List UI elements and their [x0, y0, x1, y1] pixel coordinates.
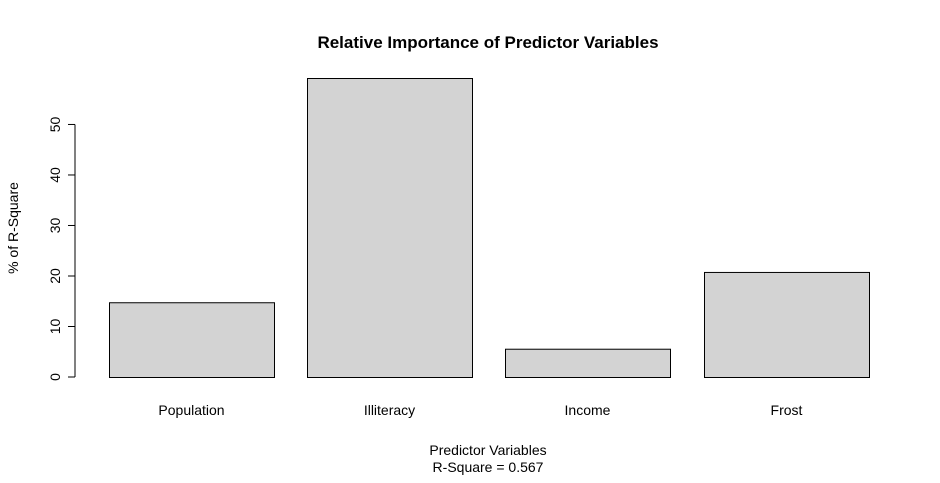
x-axis-label: Predictor Variables — [429, 442, 546, 458]
y-tick-label: 50 — [47, 116, 63, 132]
y-tick-label: 10 — [47, 318, 63, 334]
y-axis: 0 10 20 30 40 50 — [47, 116, 76, 381]
y-axis-label: % of R-Square — [5, 182, 21, 274]
x-tick-label-illiteracy: Illiteracy — [364, 402, 415, 418]
x-tick-label-frost: Frost — [771, 402, 803, 418]
y-tick-label: 30 — [47, 217, 63, 233]
bar-frost — [704, 271, 870, 379]
y-tick-label: 0 — [47, 373, 63, 381]
x-tick-label-income: Income — [565, 402, 611, 418]
bar-illiteracy — [307, 78, 473, 378]
bars-group — [109, 78, 870, 379]
x-tick-label-population: Population — [158, 402, 224, 418]
chart-title: Relative Importance of Predictor Variabl… — [317, 33, 658, 52]
y-tick-label: 40 — [47, 167, 63, 183]
y-tick-label: 20 — [47, 268, 63, 284]
x-tick-labels: Population Illiteracy Income Frost — [158, 402, 802, 418]
bar-income — [505, 348, 671, 378]
bar-population — [109, 302, 275, 378]
x-axis-sublabel: R-Square = 0.567 — [433, 459, 544, 475]
